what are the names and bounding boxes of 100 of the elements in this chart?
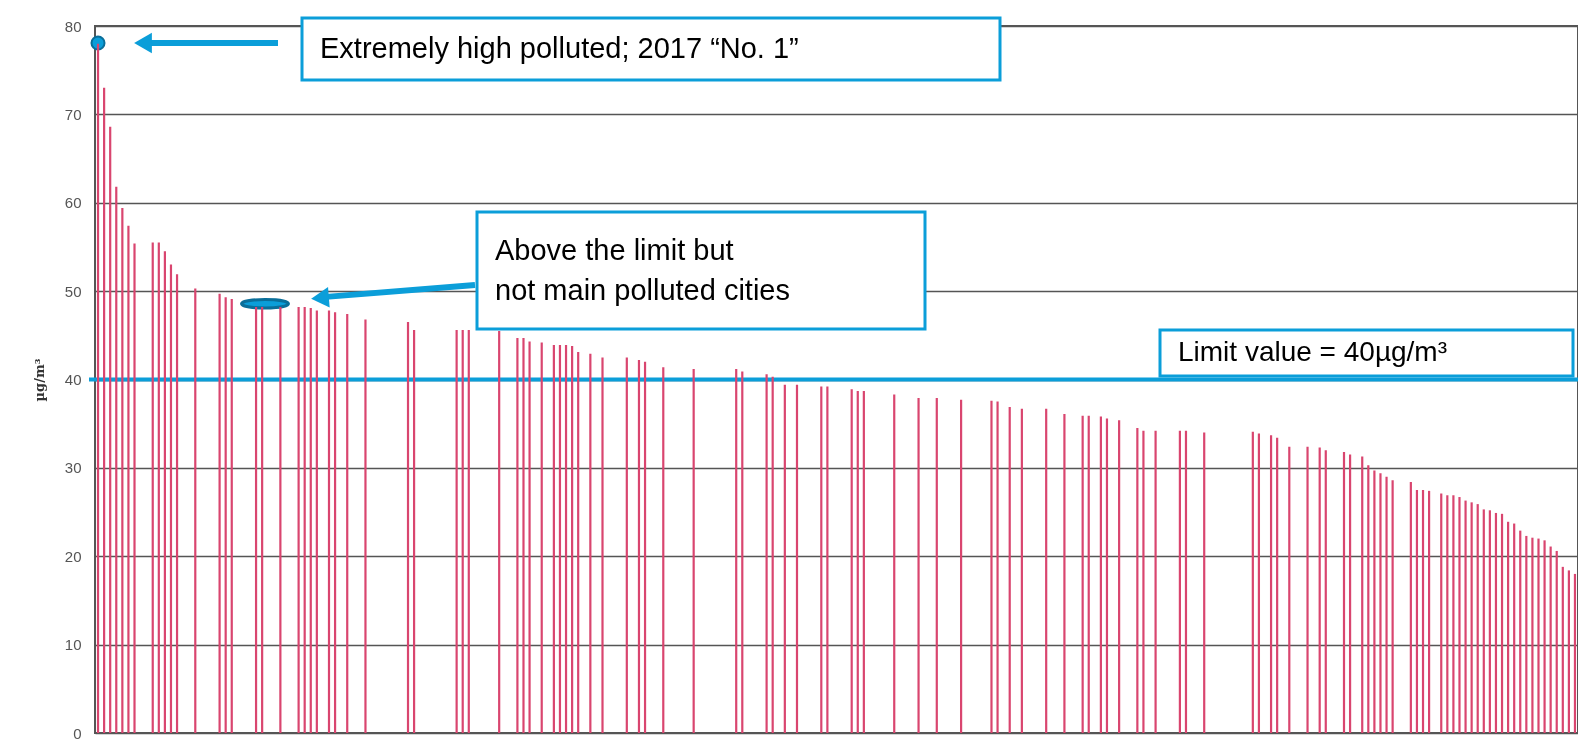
bar — [1342, 451, 1346, 733]
bar — [1531, 537, 1534, 733]
bar — [109, 126, 112, 733]
bar — [327, 310, 331, 733]
bar — [1154, 430, 1157, 733]
bar — [735, 368, 738, 733]
bar — [1537, 538, 1540, 733]
bar — [522, 337, 525, 733]
bar — [1391, 480, 1394, 733]
bar — [1269, 435, 1273, 733]
bar — [1348, 454, 1352, 733]
bar — [1081, 415, 1084, 733]
bar — [1482, 509, 1485, 733]
bar — [333, 312, 337, 733]
bar — [564, 345, 568, 733]
bar — [1020, 408, 1023, 733]
bar — [127, 225, 130, 733]
bar — [1136, 428, 1139, 733]
bar — [1276, 437, 1279, 733]
bar — [1427, 490, 1431, 733]
y-axis-title: µg/m³ — [31, 358, 47, 402]
bar — [1306, 446, 1309, 733]
bar — [1452, 495, 1455, 733]
bar — [601, 357, 604, 733]
bar — [230, 299, 233, 733]
y-tick-label: 20 — [64, 547, 82, 565]
bar — [1543, 540, 1546, 733]
bar — [1464, 500, 1467, 733]
bar — [935, 398, 938, 733]
bar — [795, 384, 799, 733]
bar — [637, 360, 641, 733]
bar — [826, 386, 829, 733]
bar — [771, 376, 774, 733]
bar — [1446, 495, 1449, 733]
annotation: Extremely high polluted; 2017 “No. 1” — [320, 32, 799, 64]
bar — [1573, 573, 1577, 733]
bar — [558, 345, 562, 733]
bar — [1045, 408, 1048, 733]
bar — [1507, 521, 1510, 733]
bar — [1099, 416, 1102, 733]
bar — [1409, 482, 1412, 733]
bar — [1385, 476, 1388, 733]
bar — [406, 322, 410, 733]
bar — [498, 330, 501, 733]
bar — [1324, 450, 1327, 733]
bar — [990, 400, 993, 733]
bar — [1500, 513, 1504, 733]
bar — [783, 384, 786, 733]
bar — [1458, 497, 1461, 733]
bar — [364, 319, 367, 733]
bar — [163, 251, 166, 733]
bar — [552, 345, 555, 733]
bar — [1379, 473, 1382, 733]
bar — [175, 274, 179, 733]
y-tick-label: 50 — [64, 282, 82, 300]
bar — [765, 374, 768, 733]
bar — [741, 371, 744, 733]
bar — [303, 307, 306, 733]
bar — [571, 345, 574, 733]
bar — [856, 390, 859, 733]
bar — [917, 398, 920, 733]
bar — [1288, 446, 1291, 733]
bar — [960, 399, 963, 733]
bar — [850, 389, 853, 733]
bar — [643, 361, 647, 733]
y-tick-label: 60 — [64, 194, 82, 212]
bar — [455, 330, 458, 733]
bar — [1373, 470, 1376, 733]
y-tick-label: 40 — [64, 371, 82, 388]
bar — [1184, 430, 1188, 733]
bar — [540, 342, 543, 733]
bar — [1525, 535, 1528, 733]
bar — [279, 307, 282, 733]
bar — [1440, 493, 1443, 733]
bar — [1513, 523, 1516, 733]
bar — [1567, 570, 1570, 733]
bar — [1361, 456, 1364, 733]
bar — [1549, 546, 1552, 733]
bar — [169, 264, 173, 733]
bar — [1203, 432, 1206, 733]
bar — [820, 386, 823, 733]
bar — [862, 390, 865, 733]
bar — [589, 353, 592, 733]
bar — [133, 243, 136, 733]
bar — [1519, 530, 1522, 733]
bar — [1470, 502, 1473, 733]
bar — [218, 293, 221, 733]
bar — [1251, 431, 1254, 733]
bar — [1142, 430, 1145, 733]
bar — [625, 357, 628, 733]
bar — [662, 367, 665, 733]
y-tick-label: 30 — [64, 459, 82, 477]
bar — [528, 341, 531, 733]
bar — [1555, 550, 1558, 733]
bar — [1257, 433, 1261, 733]
y-tick-label: 0 — [73, 724, 82, 742]
bar — [516, 337, 519, 733]
bar — [1118, 420, 1121, 733]
bar — [254, 307, 258, 733]
bar — [121, 208, 124, 733]
